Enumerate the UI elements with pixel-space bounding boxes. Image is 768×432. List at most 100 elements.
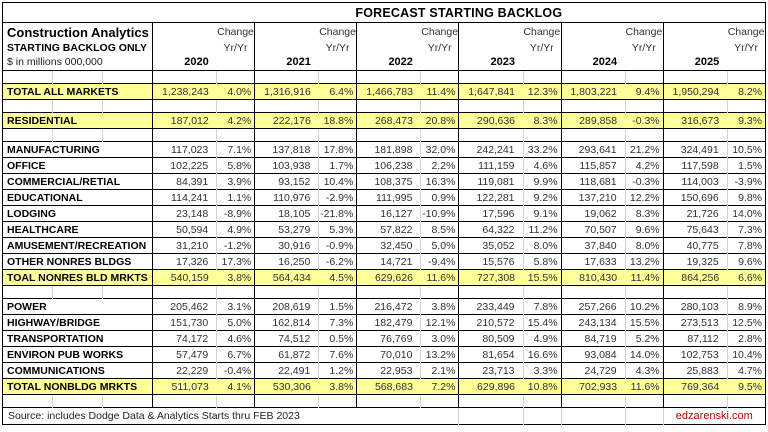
change-cell: 14.0% bbox=[726, 205, 766, 222]
change-cell: 15.5% bbox=[624, 314, 664, 331]
value-cell: 111,159 bbox=[458, 157, 524, 174]
spacer-cell bbox=[318, 70, 357, 84]
header-row-change: Construction Analytics Change Change Chang… bbox=[3, 22, 766, 41]
spacer-cell bbox=[102, 99, 153, 113]
source-note: Source: includes Dodge Data & Analytics … bbox=[2, 407, 459, 425]
change-cell: 12.5% bbox=[726, 314, 766, 331]
spacer-cell bbox=[522, 99, 562, 113]
change-cell: 11.4% bbox=[420, 83, 459, 100]
value-cell: 122,281 bbox=[458, 189, 524, 206]
change-cell: 17.3% bbox=[216, 253, 255, 270]
spacer-cell bbox=[52, 70, 103, 84]
change-cell: 33.2% bbox=[522, 141, 562, 158]
change-cell: 3.9% bbox=[216, 173, 255, 190]
value-cell: 14,721 bbox=[356, 253, 421, 270]
change-cell: 14.0% bbox=[624, 346, 664, 363]
change-cell: 3.8% bbox=[420, 298, 459, 315]
row-label: OFFICE bbox=[2, 157, 153, 174]
value-cell: 18,105 bbox=[254, 205, 319, 222]
table-row: LODGING 23,148 -8.9% 18,105 -21.8% 16,127 -10.… bbox=[2, 205, 766, 222]
change-cell: 8.2% bbox=[727, 83, 766, 100]
change-cell: 11.2% bbox=[522, 221, 562, 238]
value-cell: 21,726 bbox=[662, 205, 728, 222]
row-label: MANUFACTURING bbox=[2, 141, 153, 158]
value-cell: 727,308 bbox=[458, 269, 524, 286]
change-cell: 4.6% bbox=[216, 330, 255, 347]
sheet-body: FORECAST STARTING BACKLOG Construction A… bbox=[2, 2, 766, 425]
header-spacer-cell bbox=[420, 54, 459, 71]
spacer-cell bbox=[216, 70, 255, 84]
value-cell: 93,084 bbox=[560, 346, 626, 363]
value-cell: 35,052 bbox=[458, 237, 524, 254]
value-cell: 864,256 bbox=[662, 269, 728, 286]
table-row: COMMUNICATIONS 22,229 -0.4% 22,491 1.2% 22,95… bbox=[2, 362, 766, 379]
header-spacer-cell bbox=[662, 41, 728, 54]
change-cell: 11.4% bbox=[625, 269, 664, 286]
value-cell: 1,238,243 bbox=[152, 83, 217, 100]
change-cell: 4.9% bbox=[522, 330, 562, 347]
spacer-cell bbox=[356, 394, 421, 408]
value-cell: 102,225 bbox=[152, 157, 217, 174]
header-spacer-cell bbox=[458, 41, 524, 54]
yryr-header: Yr/Yr bbox=[529, 41, 554, 54]
value-cell: 22,953 bbox=[356, 362, 421, 379]
footer-spacer-cell bbox=[560, 407, 626, 425]
change-cell: 1.7% bbox=[318, 157, 357, 174]
change-cell: 3.1% bbox=[216, 298, 255, 315]
header-spacer-cell bbox=[356, 22, 421, 41]
change-cell: 1.1% bbox=[216, 189, 255, 206]
spacer-cell bbox=[52, 128, 103, 142]
table-row: AMUSEMENT/RECREATION 31,210 -1.2% 30,916 -0.… bbox=[2, 237, 766, 254]
spacer-cell bbox=[2, 285, 53, 299]
spacer-cell bbox=[420, 70, 459, 84]
header-spacer-cell bbox=[662, 22, 728, 41]
value-cell: 93,152 bbox=[254, 173, 319, 190]
change-cell: 5.0% bbox=[420, 237, 459, 254]
website-link[interactable]: edzarenski.com bbox=[662, 407, 766, 425]
change-header: Change bbox=[421, 26, 459, 38]
spacer-cell bbox=[726, 394, 766, 408]
spacer-cell bbox=[102, 394, 153, 408]
spacer-cell bbox=[356, 70, 421, 84]
value-cell: 117,598 bbox=[662, 157, 728, 174]
value-cell: 540,159 bbox=[152, 269, 217, 286]
header-spacer-cell bbox=[560, 22, 626, 41]
value-cell: 17,633 bbox=[560, 253, 626, 270]
value-cell: 530,306 bbox=[254, 378, 319, 395]
spacer-cell bbox=[624, 285, 664, 299]
change-cell: 4.2% bbox=[624, 157, 664, 174]
spacer-cell bbox=[356, 285, 421, 299]
header-spacer-cell bbox=[152, 41, 217, 54]
row-label: EDUCATIONAL bbox=[2, 189, 153, 206]
table-row: POWER 205,462 3.1% 208,619 1.5% 216,472 3.8% 23… bbox=[2, 298, 766, 315]
spacer-cell bbox=[726, 99, 766, 113]
value-cell: 268,473 bbox=[356, 112, 421, 129]
value-cell: 74,172 bbox=[152, 330, 217, 347]
table-row: ENVIRON PUB WORKS 57,479 6.7% 61,872 7.6% 70,… bbox=[2, 346, 766, 363]
value-cell: 111,995 bbox=[356, 189, 421, 206]
change-cell: 7.3% bbox=[726, 221, 766, 238]
spacer-cell bbox=[420, 285, 459, 299]
change-cell: -3.9% bbox=[726, 173, 766, 190]
change-cell: 0.9% bbox=[420, 189, 459, 206]
change-cell: 6.6% bbox=[727, 269, 766, 286]
value-cell: 280,103 bbox=[662, 298, 728, 315]
value-cell: 32,450 bbox=[356, 237, 421, 254]
value-cell: 293,641 bbox=[560, 141, 626, 158]
change-cell: 7.8% bbox=[522, 298, 562, 315]
spacer-cell bbox=[152, 128, 217, 142]
change-cell: 4.9% bbox=[216, 221, 255, 238]
value-cell: 511,073 bbox=[152, 378, 217, 395]
value-cell: 23,148 bbox=[152, 205, 217, 222]
change-cell: 2.8% bbox=[726, 330, 766, 347]
value-cell: 182,479 bbox=[356, 314, 421, 331]
change-cell: 7.3% bbox=[318, 314, 357, 331]
table-row: EDUCATIONAL 114,241 1.1% 110,976 -2.9% 111,99… bbox=[2, 189, 766, 206]
row-label: POWER bbox=[2, 298, 153, 315]
change-cell: 0.5% bbox=[318, 330, 357, 347]
table-row: TOAL NONRES BLD MRKTS 540,159 3.8% 564,434 4… bbox=[2, 269, 766, 286]
change-cell: 1.5% bbox=[726, 157, 766, 174]
change-cell: 4.5% bbox=[318, 269, 357, 286]
value-cell: 70,010 bbox=[356, 346, 421, 363]
value-cell: 16,127 bbox=[356, 205, 421, 222]
